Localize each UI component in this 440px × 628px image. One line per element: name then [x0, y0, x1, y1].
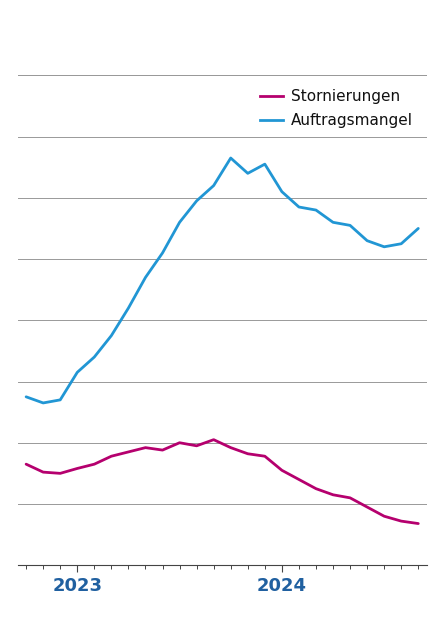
Legend: Stornierungen, Auftragsmangel: Stornierungen, Auftragsmangel: [254, 83, 419, 134]
